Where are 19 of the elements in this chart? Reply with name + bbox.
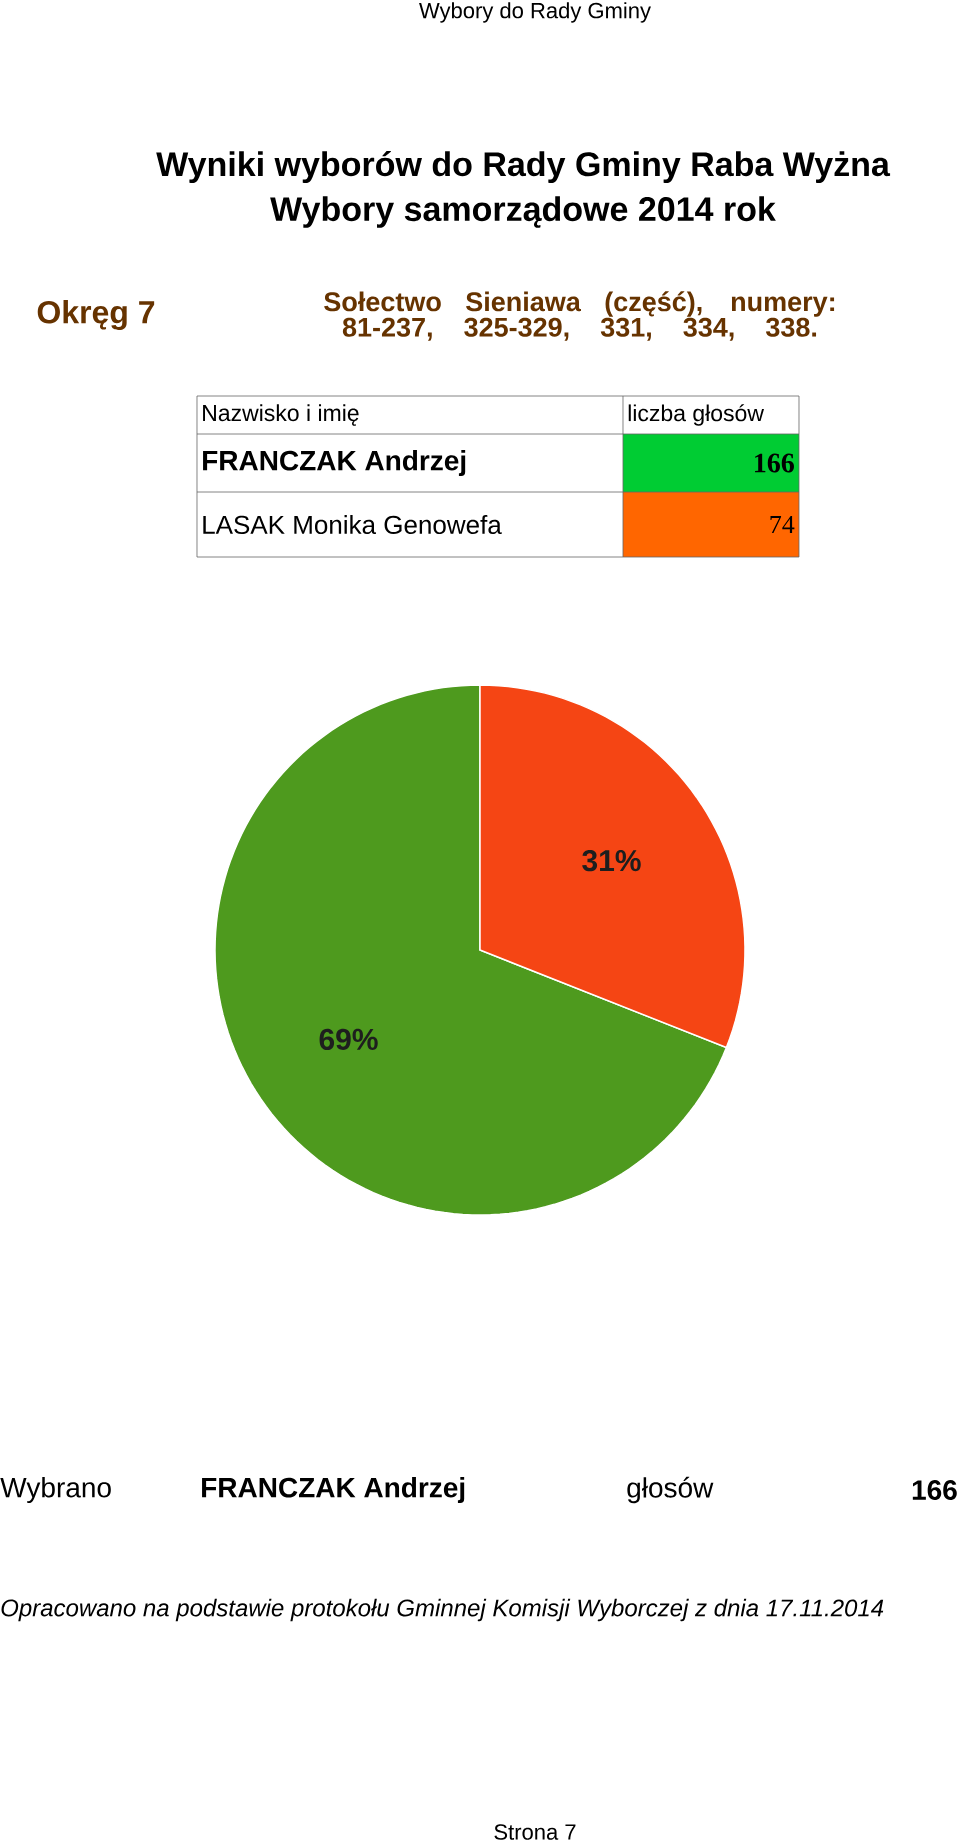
text: Opracowano na podstawie protokołu Gminnej Komisji Wyborczej z dnia 17.11.2014	[1, 1598, 884, 1622]
data-label: 31%	[582, 850, 641, 872]
text: 166	[755, 453, 794, 473]
text: Nazwisko i imię	[203, 404, 359, 426]
text: Wybory do Rady Gminy	[419, 2, 651, 23]
text: 74	[770, 515, 795, 534]
text: Okręg 7	[37, 300, 155, 330]
text: Sołectwo Sieniawa (część), numery: 81-237, 325-329, 331, 334, 338.	[324, 291, 835, 341]
text: głosów	[627, 1476, 714, 1504]
data-label: 69%	[319, 1028, 378, 1051]
chart-subtitle: Wybory samorządowe 2014 rok	[270, 196, 776, 228]
chart-title: Wyniki wyborów do Rady Gminy Raba Wyżna	[156, 151, 891, 184]
text: Strona 7	[494, 1824, 576, 1840]
slice-label: FRANCZAK Andrzej	[203, 449, 466, 477]
category-label: FRANCZAK Andrzej	[202, 1476, 465, 1504]
text: Wybrano	[0, 1476, 111, 1504]
text: liczba głosów	[628, 404, 764, 426]
text: 166	[912, 1480, 957, 1500]
slice-label: LASAK Monika Genowefa	[203, 514, 502, 535]
